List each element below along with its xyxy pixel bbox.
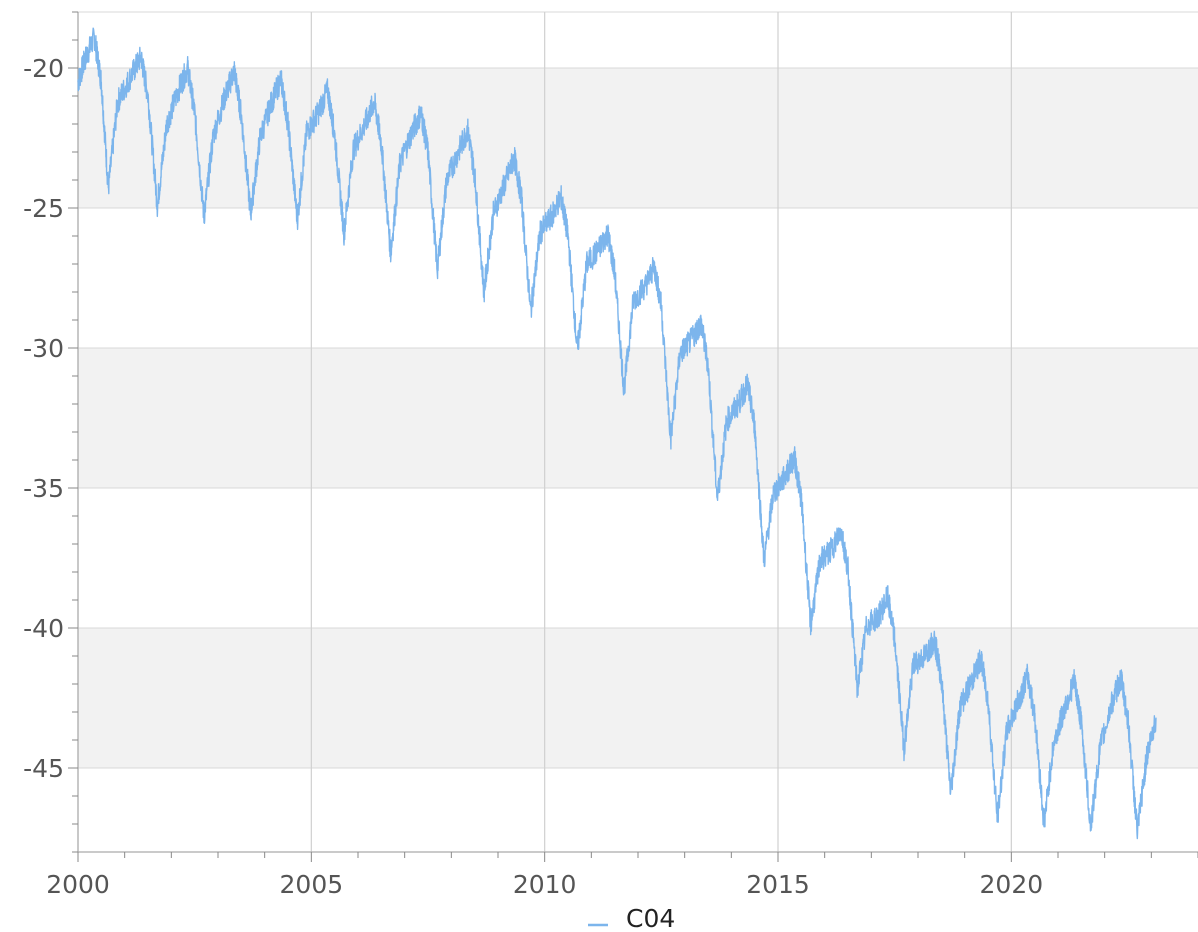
legend[interactable]: C04 (588, 904, 675, 932)
x-tick-label: 2005 (280, 870, 344, 899)
minor-ticks (68, 11, 1198, 862)
series-layer (77, 27, 1157, 840)
x-tick-label: 2015 (746, 870, 810, 899)
legend-label: C04 (626, 904, 675, 932)
x-tick-label: 2020 (980, 870, 1044, 899)
background-band (78, 68, 1198, 208)
y-tick-label: -35 (23, 474, 64, 503)
y-tick-label: -40 (23, 614, 64, 643)
background-band (78, 348, 1198, 488)
x-axis-tick-labels: 2000 2005 2010 2015 2020 (46, 870, 1043, 899)
y-axis-tick-labels: -20 -25 -30 -35 -40 -45 (23, 54, 64, 783)
series-line-c04 (77, 27, 1157, 840)
x-tick-label: 2010 (513, 870, 577, 899)
y-tick-label: -25 (23, 194, 64, 223)
y-tick-label: -30 (23, 334, 64, 363)
x-tick-label: 2000 (46, 870, 110, 899)
y-tick-label: -45 (23, 754, 64, 783)
y-tick-label: -20 (23, 54, 64, 83)
